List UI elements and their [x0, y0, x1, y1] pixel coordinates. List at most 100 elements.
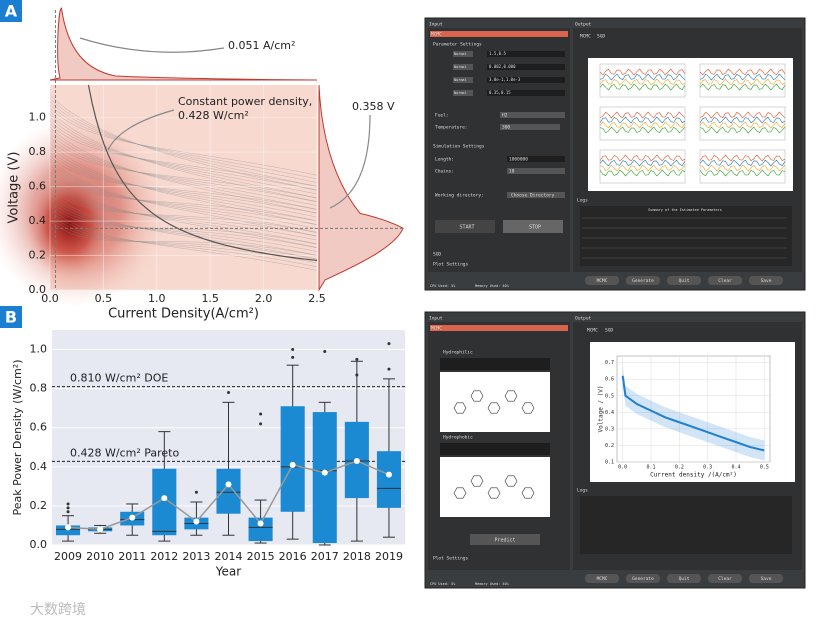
- ui-text: Chains:: [435, 169, 454, 175]
- ui-text: MCMC: [431, 326, 442, 332]
- polarization-curve: [49, 171, 318, 222]
- log-box: [580, 496, 792, 554]
- ui-button[interactable]: [585, 276, 619, 285]
- ui-text[interactable]: STOP: [529, 225, 541, 231]
- box: [376, 451, 401, 508]
- annotation: Constant power density,: [178, 95, 312, 108]
- molecule-image: [440, 457, 550, 517]
- x-tick-label: 1.5: [201, 292, 219, 305]
- y-tick-label: 0.5: [605, 393, 614, 399]
- outlier: [259, 412, 263, 416]
- y-tick-label: 0.7: [605, 360, 614, 366]
- ui-text: Normal: [454, 52, 467, 56]
- ui-text: 1.5,0.5: [489, 51, 506, 56]
- ui-text: 0.002,0.000: [489, 64, 516, 69]
- ui-text: Parameter Settings: [433, 42, 482, 48]
- polarization-curve: [49, 162, 318, 233]
- annotation: 0.428 W/cm²: [178, 109, 249, 122]
- ui-button[interactable]: [749, 574, 783, 583]
- ui-field: [487, 77, 565, 83]
- density-core: [24, 169, 115, 280]
- trace: [699, 73, 786, 81]
- y-tick-label: 0.4: [29, 214, 47, 227]
- ui-field: [507, 156, 565, 162]
- tab-bar: [430, 31, 568, 37]
- voltage-marginal: [318, 84, 404, 292]
- ui-field: [487, 64, 565, 70]
- polarization-curve: [49, 210, 318, 268]
- ui-button[interactable]: [708, 276, 742, 285]
- ui-text: Memory Used: 40%: [475, 284, 510, 288]
- ui-text: Simulation Settings: [433, 144, 485, 150]
- panel-label: A: [5, 2, 18, 21]
- ui-text[interactable]: Predict: [494, 538, 515, 544]
- ui-button-label[interactable]: Quit: [679, 278, 690, 284]
- outlier: [66, 510, 70, 514]
- ui-text: 1000000: [509, 157, 528, 163]
- ui-button-label[interactable]: Save: [761, 278, 772, 284]
- ui-button[interactable]: [667, 276, 701, 285]
- ui-button[interactable]: [435, 220, 495, 233]
- confidence-band: [622, 365, 765, 461]
- ui-button[interactable]: [626, 574, 660, 583]
- ui-field: [500, 124, 560, 130]
- ui-text: H2: [502, 113, 508, 119]
- x-tick-label: 0.5: [760, 465, 769, 471]
- polarization-curve: [49, 187, 318, 233]
- y-tick-label: 0.0: [30, 538, 48, 551]
- ui-button-label[interactable]: Clear: [718, 576, 732, 582]
- ui-button[interactable]: [470, 534, 540, 545]
- ui-button[interactable]: [585, 574, 619, 583]
- ui-button[interactable]: [708, 574, 742, 583]
- ui-button[interactable]: [667, 574, 701, 583]
- mean-point: [65, 524, 72, 531]
- trace: [599, 78, 686, 86]
- ui-button-label[interactable]: Generate: [632, 576, 654, 582]
- polarization-curve: [49, 194, 318, 256]
- x-tick-label: 2.5: [308, 292, 326, 305]
- outlier: [355, 357, 359, 361]
- ui-button[interactable]: [626, 276, 660, 285]
- ui-button-label[interactable]: Clear: [718, 278, 732, 284]
- ui-button-label[interactable]: Quit: [679, 576, 690, 582]
- ui-button-label[interactable]: MCMC: [597, 576, 608, 582]
- ui-text: 3.0e-1,1.0e-3: [489, 77, 521, 82]
- outlier: [259, 422, 263, 426]
- x-tick-label: 2012: [150, 550, 178, 563]
- ui-button[interactable]: [503, 220, 563, 233]
- ui-button-label[interactable]: MCMC: [597, 278, 608, 284]
- mean-point: [161, 495, 168, 502]
- ui-text: MCMC: [431, 32, 442, 38]
- constant-power-curve: [87, 84, 318, 262]
- annotation-arrow: [79, 37, 225, 53]
- ui-text: 0.35,0.15: [489, 90, 511, 95]
- trace: [699, 164, 786, 172]
- x-axis-label: Current Density(A/cm²): [108, 307, 259, 322]
- polarization-curve: [49, 168, 318, 226]
- ui-text[interactable]: START: [459, 225, 474, 231]
- ui-button[interactable]: [749, 276, 783, 285]
- polarization-curve: [49, 117, 318, 195]
- mean-point: [321, 469, 328, 476]
- polarization-curve: [49, 165, 318, 229]
- watermark: 大数跨境: [30, 602, 86, 618]
- trace: [699, 159, 786, 167]
- ui-button-label[interactable]: Save: [761, 576, 772, 582]
- line: [621, 375, 765, 452]
- trace: [699, 169, 786, 177]
- x-axis-label: Current density /(A/cm²): [650, 472, 737, 479]
- y-tick-label: 0.8: [29, 145, 47, 158]
- x-tick-label: 0.0: [618, 465, 627, 471]
- subplot: [699, 106, 786, 141]
- y-tick-label: 1.0: [30, 343, 48, 356]
- molecule-ring: [470, 390, 484, 402]
- ui-text: Output: [575, 316, 592, 322]
- molecule-image: [440, 372, 550, 432]
- x-axis-label: Year: [215, 565, 241, 579]
- ui-button-label[interactable]: Generate: [632, 278, 654, 284]
- polarization-curve: [49, 206, 318, 271]
- y-axis-label: Peak Power Density (W/cm²): [11, 359, 24, 515]
- outlier: [227, 391, 230, 395]
- polarization-curve: [49, 123, 318, 187]
- reference-label: 0.428 W/cm² Pareto: [70, 446, 179, 459]
